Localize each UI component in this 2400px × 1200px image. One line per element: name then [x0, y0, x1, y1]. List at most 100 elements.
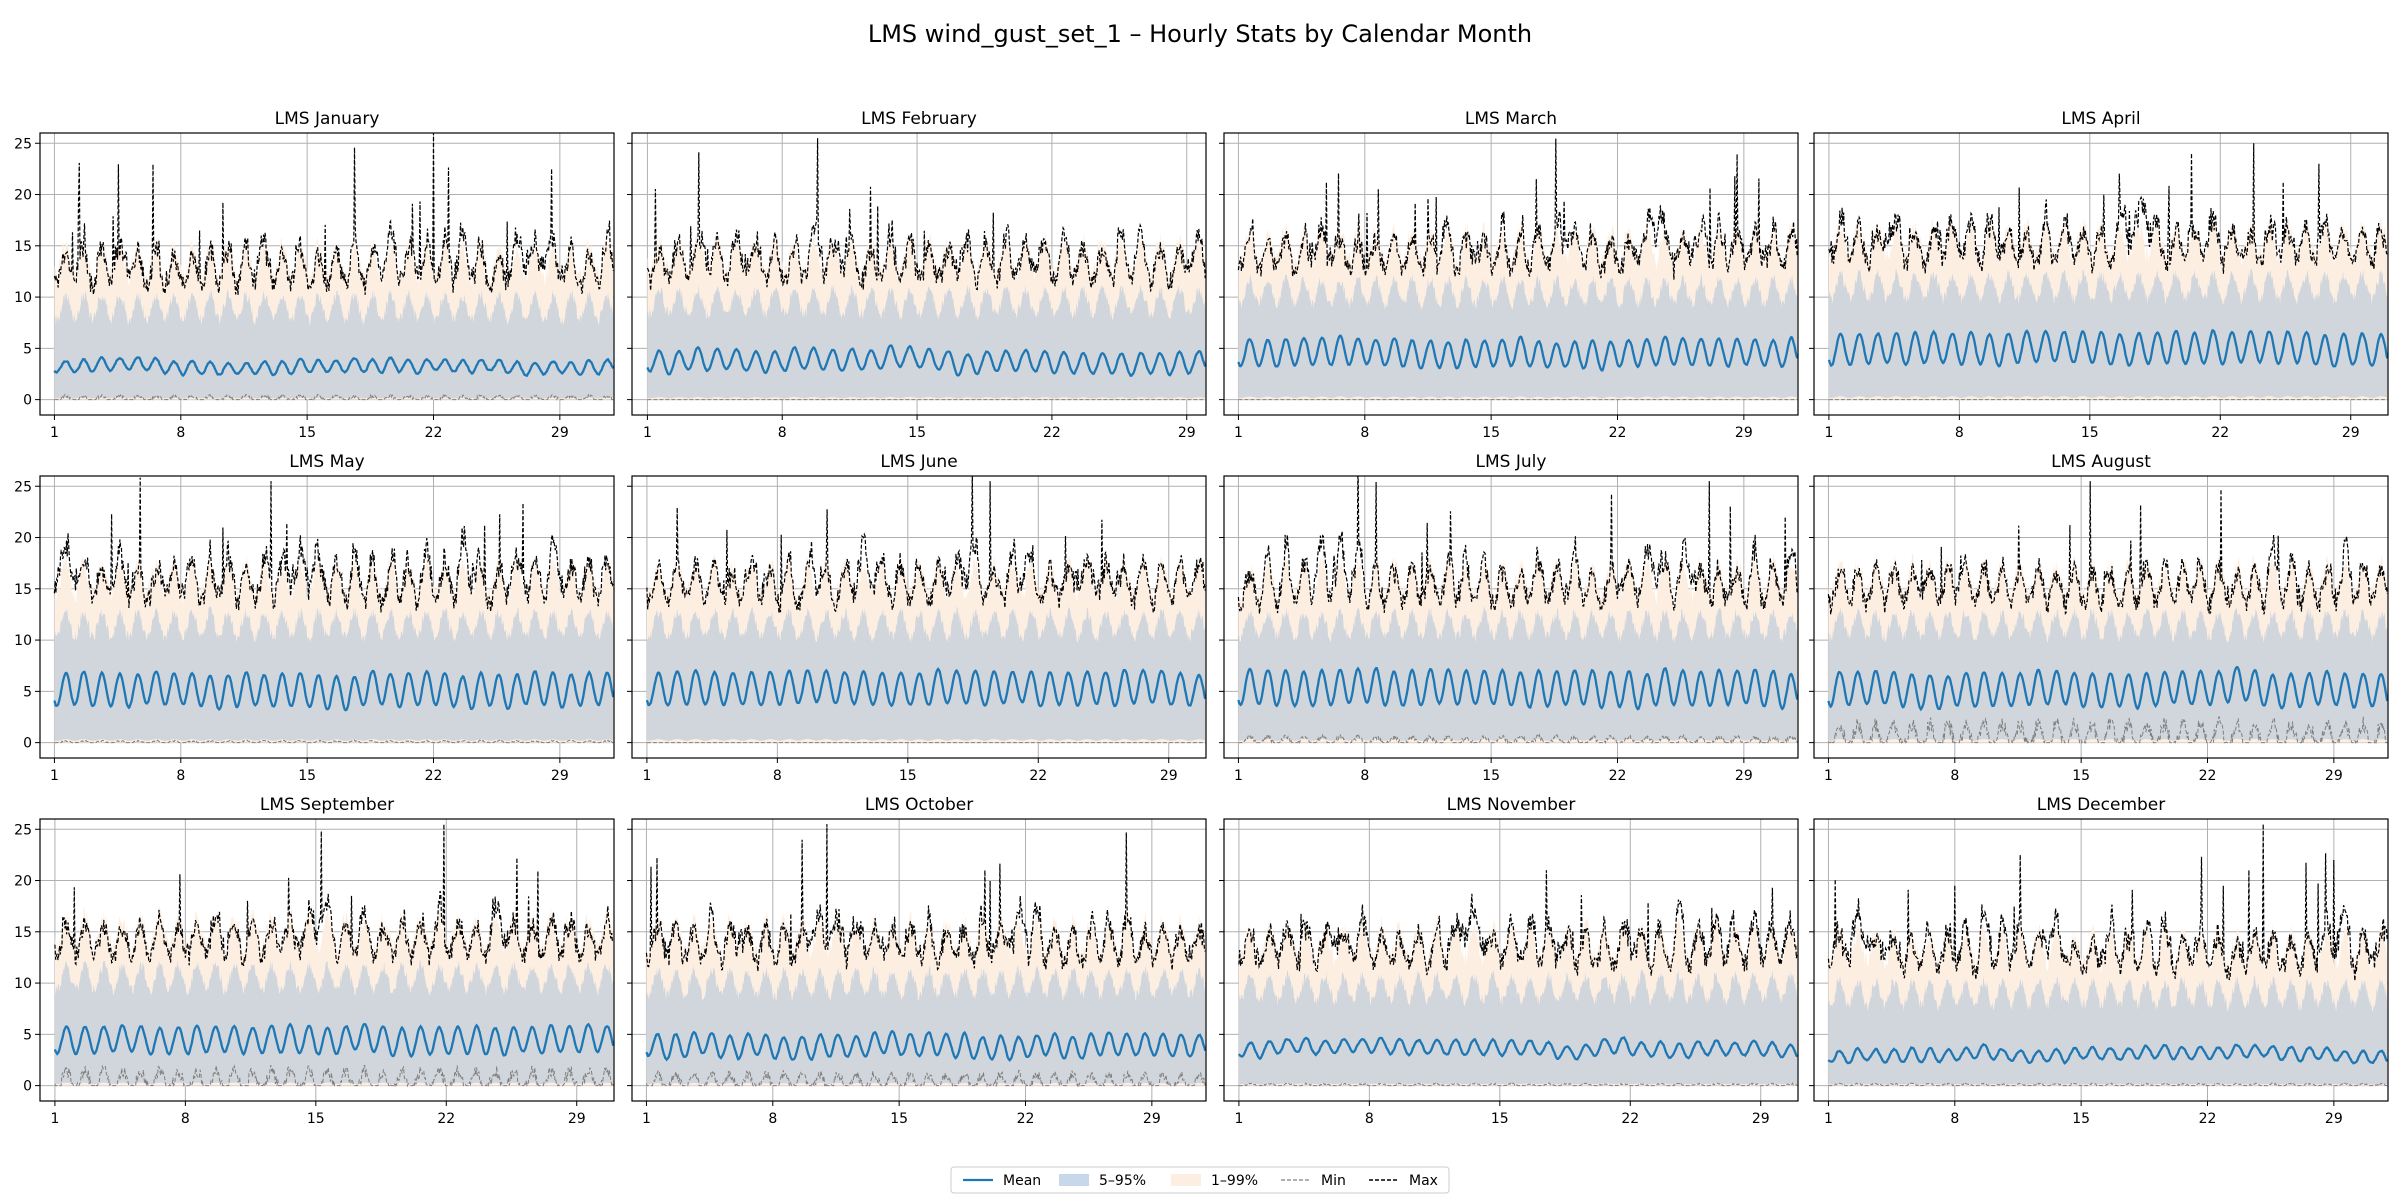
ytick-label-20: 20 — [14, 531, 32, 547]
max-line — [1237, 138, 1798, 280]
ytick-label-0: 0 — [23, 393, 32, 409]
ytick-label-10: 10 — [14, 290, 32, 306]
ytick-label-0: 0 — [23, 1079, 32, 1095]
legend-label-mean: Mean — [1003, 1173, 1041, 1189]
legend: Mean 5–95% 1–99% Min Max — [950, 1166, 1450, 1194]
panel-7: 1 8 15 22 29 LMS July — [1219, 452, 1799, 784]
legend-swatch-1-99 — [1171, 1174, 1201, 1186]
plot-area — [646, 138, 1206, 401]
ytick-label-10: 10 — [14, 633, 32, 649]
ytick-label-0: 0 — [23, 736, 32, 752]
mean-line — [1237, 1036, 1798, 1061]
ytick-label-25: 25 — [14, 479, 32, 495]
xtick-label-29: 29 — [2342, 425, 2360, 441]
panel-title: LMS February — [861, 109, 977, 129]
min-line — [645, 1069, 1206, 1088]
xtick-label-8: 8 — [176, 768, 185, 784]
xtick-label-1: 1 — [1234, 1111, 1243, 1127]
panel-title: LMS November — [1447, 795, 1576, 815]
xtick-label-8: 8 — [773, 768, 782, 784]
panel-title: LMS July — [1476, 452, 1547, 472]
band-5-95 — [1828, 268, 2388, 398]
max-line — [53, 133, 614, 296]
panel-3: 1 8 15 22 29 LMS March — [1219, 109, 1799, 441]
legend-item-max: Max — [1369, 1173, 1438, 1189]
panel-title: LMS June — [880, 452, 957, 472]
plot-area — [1237, 138, 1798, 401]
legend-item-p5_95: 5–95% — [1059, 1173, 1146, 1189]
plot-area — [645, 824, 1206, 1088]
panel-10: 1 8 15 22 29 LMS October — [627, 795, 1207, 1127]
xtick-label-22: 22 — [437, 1111, 455, 1127]
panel-title: LMS October — [865, 795, 973, 815]
xtick-label-29: 29 — [1735, 425, 1753, 441]
mean-line — [53, 355, 614, 378]
panel-1: 0 5 10 15 20 25 1 8 15 22 29 LMS January — [14, 109, 615, 441]
legend-item-mean: Mean — [963, 1173, 1041, 1189]
ytick-label-5: 5 — [23, 341, 32, 357]
legend-label-p1_99: 1–99% — [1211, 1173, 1258, 1189]
mean-line — [1827, 665, 2388, 712]
xtick-label-29: 29 — [1752, 1111, 1770, 1127]
plot-area — [1237, 476, 1798, 745]
mean-line — [645, 667, 1206, 708]
xtick-label-29: 29 — [551, 768, 569, 784]
max-line — [1827, 481, 2388, 615]
panel-title: LMS May — [289, 452, 364, 472]
mean-line — [1827, 329, 2388, 368]
xtick-label-22: 22 — [2211, 425, 2229, 441]
xtick-label-1: 1 — [1824, 425, 1833, 441]
plot-area — [1827, 481, 2388, 745]
xtick-label-15: 15 — [1491, 1111, 1509, 1127]
plot-area — [53, 824, 614, 1088]
legend-item-p1_99: 1–99% — [1171, 1173, 1258, 1189]
plot-area — [1827, 824, 2388, 1087]
min-line — [1828, 1082, 2388, 1087]
ytick-label-5: 5 — [23, 1027, 32, 1043]
xtick-label-1: 1 — [50, 425, 59, 441]
panel-11: 1 8 15 22 29 LMS November — [1219, 795, 1799, 1127]
xtick-label-22: 22 — [1017, 1111, 1035, 1127]
xtick-label-15: 15 — [307, 1111, 325, 1127]
panel-6: 1 8 15 22 29 LMS June — [627, 452, 1207, 784]
panel-title: LMS August — [2051, 452, 2151, 472]
xtick-label-1: 1 — [1824, 768, 1833, 784]
xtick-label-1: 1 — [50, 768, 59, 784]
band-5-95 — [1238, 970, 1798, 1085]
xtick-label-8: 8 — [1950, 768, 1959, 784]
xtick-label-1: 1 — [642, 1111, 651, 1127]
panel-9: 0 5 10 15 20 25 1 8 15 22 29 LMS September — [14, 795, 615, 1127]
mean-line — [645, 1029, 1206, 1062]
ytick-label-10: 10 — [14, 976, 32, 992]
axes-frame — [39, 818, 615, 1102]
legend-label-p5_95: 5–95% — [1099, 1173, 1146, 1189]
xtick-label-15: 15 — [899, 768, 917, 784]
ytick-label-15: 15 — [14, 925, 32, 941]
xtick-label-8: 8 — [768, 1111, 777, 1127]
mean-line — [53, 1022, 614, 1059]
xtick-label-1: 1 — [643, 425, 652, 441]
xtick-label-15: 15 — [1482, 425, 1500, 441]
mean-line — [1827, 1042, 2388, 1065]
plot-area — [53, 477, 614, 744]
xtick-label-8: 8 — [1360, 768, 1369, 784]
axes-frame — [1223, 818, 1799, 1102]
mean-line — [53, 669, 614, 712]
plot-area — [1827, 143, 2388, 401]
panel-title: LMS April — [2061, 109, 2140, 129]
axes-frame — [39, 132, 615, 416]
xtick-label-8: 8 — [176, 425, 185, 441]
xtick-label-15: 15 — [1482, 768, 1500, 784]
plot-area — [645, 476, 1206, 744]
max-line — [646, 476, 1206, 614]
plot-area — [1237, 870, 1798, 1087]
xtick-label-22: 22 — [1043, 425, 1061, 441]
xtick-label-29: 29 — [1735, 768, 1753, 784]
mean-line — [1237, 334, 1798, 372]
legend-label-min: Min — [1321, 1173, 1346, 1189]
axes-frame — [631, 132, 1207, 416]
xtick-label-22: 22 — [1029, 768, 1047, 784]
ytick-label-25: 25 — [14, 822, 32, 838]
xtick-label-15: 15 — [2072, 768, 2090, 784]
